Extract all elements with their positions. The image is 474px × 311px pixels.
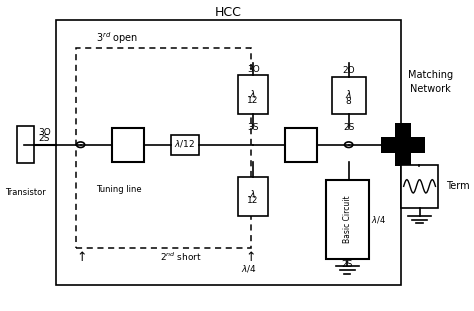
Bar — [238, 177, 268, 216]
Text: 2S: 2S — [342, 260, 353, 269]
Text: 12: 12 — [247, 96, 258, 105]
Text: $\uparrow$: $\uparrow$ — [74, 250, 87, 264]
Bar — [401, 165, 438, 208]
Bar — [332, 77, 366, 114]
Text: $\lambda$/4: $\lambda$/4 — [241, 262, 256, 273]
Text: $\lambda$/12: $\lambda$/12 — [174, 138, 196, 149]
Text: 2S: 2S — [39, 134, 50, 143]
Text: Transistor: Transistor — [5, 188, 46, 197]
Text: Matching: Matching — [408, 70, 453, 80]
Bar — [395, 123, 411, 166]
Bar — [76, 48, 251, 248]
Bar — [238, 75, 268, 114]
Text: 2S: 2S — [343, 123, 355, 132]
Text: 2$^{nd}$ short: 2$^{nd}$ short — [160, 251, 201, 263]
Text: Basic Circuit: Basic Circuit — [343, 196, 352, 244]
Text: $\lambda$: $\lambda$ — [249, 188, 256, 200]
Text: $\lambda$: $\lambda$ — [345, 88, 352, 100]
Text: 3O: 3O — [247, 65, 260, 74]
Text: $\uparrow$: $\uparrow$ — [243, 250, 255, 264]
Bar — [285, 128, 317, 162]
Bar — [55, 20, 401, 285]
Bar — [326, 180, 369, 259]
Text: Network: Network — [410, 84, 451, 94]
Text: Tuning line: Tuning line — [97, 185, 142, 194]
Bar — [172, 135, 199, 155]
Text: $\lambda$/4: $\lambda$/4 — [372, 214, 386, 225]
Text: 3S: 3S — [247, 123, 259, 132]
Text: 3O: 3O — [39, 128, 52, 137]
Text: 12: 12 — [247, 196, 258, 205]
Text: $\lambda$: $\lambda$ — [249, 88, 256, 100]
Text: 2O: 2O — [342, 66, 355, 75]
Bar — [112, 128, 144, 162]
Text: Term: Term — [447, 181, 470, 191]
Bar — [17, 126, 34, 163]
Bar — [382, 137, 425, 153]
Text: HCC: HCC — [215, 6, 242, 19]
Text: 3$^{rd}$ open: 3$^{rd}$ open — [96, 30, 138, 46]
Text: 8: 8 — [346, 97, 352, 106]
